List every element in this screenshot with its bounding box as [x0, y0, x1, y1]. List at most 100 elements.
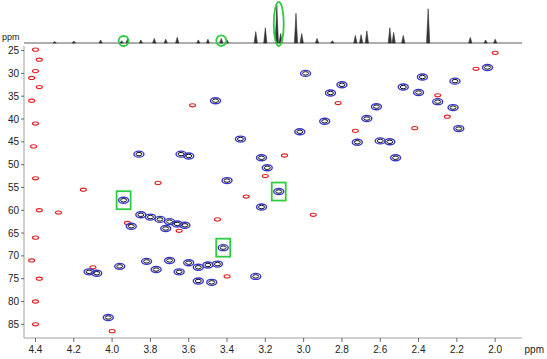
trace-peak	[164, 39, 167, 43]
y-tick	[21, 233, 24, 234]
contour-outer	[375, 138, 385, 144]
trace-highlight	[119, 36, 129, 46]
contour-inner	[387, 140, 393, 143]
contour-inner	[205, 263, 211, 266]
x-tick	[112, 338, 113, 342]
contour-outer	[193, 264, 203, 270]
contour-outer	[412, 127, 418, 130]
cross-peak	[295, 129, 305, 135]
cross-peak	[243, 195, 249, 198]
contour-outer	[448, 105, 458, 111]
contour-outer	[29, 76, 35, 79]
contour-outer	[36, 58, 42, 61]
x-tick-label: 3.0	[297, 344, 311, 355]
x-tick-label: 4.0	[105, 344, 119, 355]
cross-peak	[398, 84, 408, 90]
x-tick	[188, 338, 189, 342]
contour-inner	[163, 227, 169, 230]
x-tick	[456, 338, 457, 342]
trace-peak	[99, 40, 102, 43]
x-tick	[150, 338, 151, 342]
cross-peak	[274, 189, 284, 195]
y-tick-label: 60	[8, 205, 20, 216]
y-tick	[21, 73, 24, 74]
x-tick-label: 2.6	[373, 344, 387, 355]
cross-peak	[310, 213, 316, 216]
peak-highlight	[117, 191, 131, 209]
contour-outer	[80, 188, 86, 191]
cross-peak	[454, 126, 464, 132]
cross-peak	[412, 127, 418, 130]
contour-outer	[115, 263, 125, 269]
x-tick-label: 3.6	[182, 344, 196, 355]
trace-peak	[139, 40, 142, 43]
contour-inner	[322, 120, 328, 123]
cross-peak	[257, 155, 267, 161]
trace-peak	[220, 38, 223, 43]
cross-peak	[212, 261, 222, 267]
cross-peak	[136, 212, 146, 218]
cross-peak	[224, 275, 230, 278]
contour-outer	[391, 155, 401, 161]
cross-peak	[161, 226, 171, 232]
contour-outer	[251, 273, 261, 279]
contour-inner	[452, 79, 458, 82]
contour-outer	[32, 236, 38, 239]
contour-outer	[414, 90, 424, 96]
cross-peak	[235, 136, 245, 142]
contour-inner	[297, 130, 303, 133]
cross-peak	[32, 48, 38, 51]
contour-outer	[134, 151, 144, 157]
trace-peak	[53, 41, 56, 43]
cross-peak	[444, 115, 450, 118]
contour-outer	[92, 270, 102, 276]
contour-outer	[281, 154, 287, 157]
cross-peak	[32, 323, 38, 326]
trace-peak	[354, 35, 357, 43]
cross-peak	[80, 188, 86, 191]
cross-peak	[126, 223, 136, 229]
x-tick	[265, 338, 266, 342]
cross-peak	[145, 214, 155, 220]
x-tick-label: 4.4	[29, 344, 43, 355]
cross-peak	[92, 270, 102, 276]
contour-outer	[295, 129, 305, 135]
contour-inner	[176, 270, 182, 273]
cross-peak	[414, 90, 424, 96]
cross-peak	[391, 155, 401, 161]
contour-inner	[373, 105, 379, 108]
contour-outer	[176, 229, 182, 232]
cross-peak	[36, 209, 42, 212]
trace-peak	[402, 35, 405, 43]
contour-inner	[128, 225, 134, 228]
cross-peak	[193, 278, 203, 284]
contour-outer	[161, 226, 171, 232]
contour-inner	[400, 85, 406, 88]
x-tick	[495, 338, 496, 342]
trace-peak	[294, 13, 297, 43]
contour-outer	[262, 174, 268, 177]
peak-highlight	[272, 183, 286, 201]
cross-peak	[134, 151, 144, 157]
contour-outer	[32, 69, 38, 72]
trace-peak	[360, 35, 363, 43]
cross-peak	[115, 263, 125, 269]
contour-outer	[337, 82, 347, 88]
trace-peak	[197, 40, 200, 43]
trace-peak	[153, 38, 156, 43]
contour-outer	[32, 177, 38, 180]
contour-outer	[31, 145, 37, 148]
x-tick-label: 3.2	[258, 344, 272, 355]
cross-peak	[435, 94, 441, 97]
contour-inner	[339, 83, 345, 86]
contour-outer	[352, 139, 362, 145]
y-tick	[21, 301, 24, 302]
contour-outer	[109, 330, 115, 333]
contour-inner	[167, 259, 173, 262]
contour-outer	[454, 126, 464, 132]
contour-outer	[119, 197, 129, 203]
contour-outer	[352, 129, 358, 132]
y-tick	[21, 187, 24, 188]
cross-peak	[109, 330, 115, 333]
contour-outer	[371, 104, 381, 110]
